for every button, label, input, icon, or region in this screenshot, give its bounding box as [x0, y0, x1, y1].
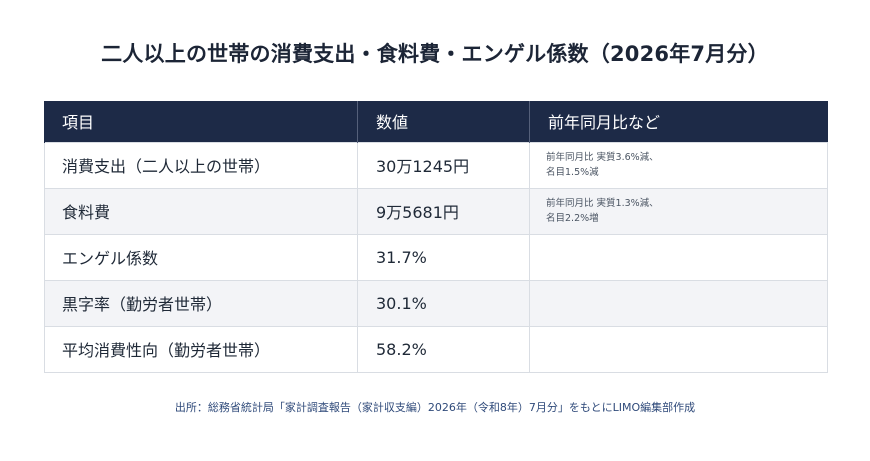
row-note-line: 前年同月比 実質3.6%減、	[546, 152, 659, 163]
column-header-value: 数値	[357, 101, 530, 142]
row-value: 9万5681円	[357, 187, 530, 235]
row-note	[529, 233, 828, 281]
row-note	[529, 279, 828, 327]
page-title: 二人以上の世帯の消費支出・食料費・エンゲル係数（2026年7月分）	[101, 42, 769, 66]
column-header-item: 項目	[44, 101, 358, 142]
row-value: 30万1245円	[357, 141, 530, 189]
row-item-label: 黒字率（勤労者世帯）	[44, 279, 358, 327]
table-row: 食料費 9万5681円 前年同月比 実質1.3%減、 名目2.2%増	[44, 187, 828, 235]
source-caption: 出所：総務省統計局「家計調査報告（家計収支編）2026年（令和8年）7月分」をも…	[174, 401, 696, 414]
row-note-line: 前年同月比 実質1.3%減、	[546, 198, 659, 209]
row-item-label: 平均消費性向（勤労者世帯）	[44, 325, 358, 373]
data-table: 項目 数値 前年同月比など 消費支出（二人以上の世帯） 30万1245円 前年同…	[44, 101, 828, 373]
row-value: 30.1%	[357, 279, 530, 327]
row-item-label: 消費支出（二人以上の世帯）	[44, 141, 358, 189]
row-item-label: 食料費	[44, 187, 358, 235]
table-row: エンゲル係数 31.7%	[44, 233, 828, 281]
row-value: 31.7%	[357, 233, 530, 281]
row-value: 58.2%	[357, 325, 530, 373]
row-note-line: 名目1.5%減	[546, 167, 599, 178]
row-note: 前年同月比 実質1.3%減、 名目2.2%増	[529, 187, 828, 235]
table-header-row: 項目 数値 前年同月比など	[44, 101, 828, 142]
row-note	[529, 325, 828, 373]
table-row: 平均消費性向（勤労者世帯） 58.2%	[44, 325, 828, 373]
row-note-line: 名目2.2%増	[546, 213, 599, 224]
table-row: 消費支出（二人以上の世帯） 30万1245円 前年同月比 実質3.6%減、 名目…	[44, 141, 828, 189]
row-note: 前年同月比 実質3.6%減、 名目1.5%減	[529, 141, 828, 189]
row-item-label: エンゲル係数	[44, 233, 358, 281]
column-header-note: 前年同月比など	[529, 101, 828, 142]
table-row: 黒字率（勤労者世帯） 30.1%	[44, 279, 828, 327]
